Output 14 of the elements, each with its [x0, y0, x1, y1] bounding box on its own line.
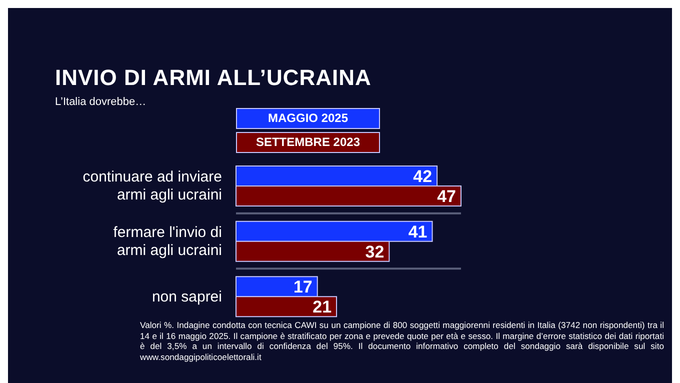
- annotation: Valori %. Indagine condotta con tecnica CAWI su un campione di 800 soggetti maggiorenni residenti in Italia (3742 non rispondenti) tra il 14 e il 16 maggio 2025. Il campione è stratificato per zona e prevede quote per età e sesso. Il margine d’errore statistico dei dati riportati è del 3,5% a un intervallo di confidenza del 95%. Il documento informativo completo del sondaggio sarà disponibile sul sito www.sondaggipoliticoelettorali.it: [140, 320, 664, 362]
- data-label: 47: [437, 187, 456, 206]
- text: L’Italia dovrebbe…: [55, 96, 146, 108]
- data-label: 41: [408, 222, 428, 242]
- text: SETTEMBRE 2023: [236, 132, 380, 153]
- text: MAGGIO 2025: [236, 108, 380, 129]
- data-label: 42: [413, 167, 432, 186]
- y-tick-label: fermare l'invio di armi agli ucraini: [113, 224, 222, 259]
- y-tick-label: non saprei: [152, 288, 222, 306]
- chart-title: INVIO DI ARMI ALL’UCRAINA: [55, 65, 372, 91]
- data-label: 21: [312, 298, 332, 317]
- data-label: 17: [293, 278, 312, 297]
- y-tick-label: continuare ad inviare armi agli ucraini: [82, 168, 222, 204]
- data-label: 32: [365, 242, 384, 262]
